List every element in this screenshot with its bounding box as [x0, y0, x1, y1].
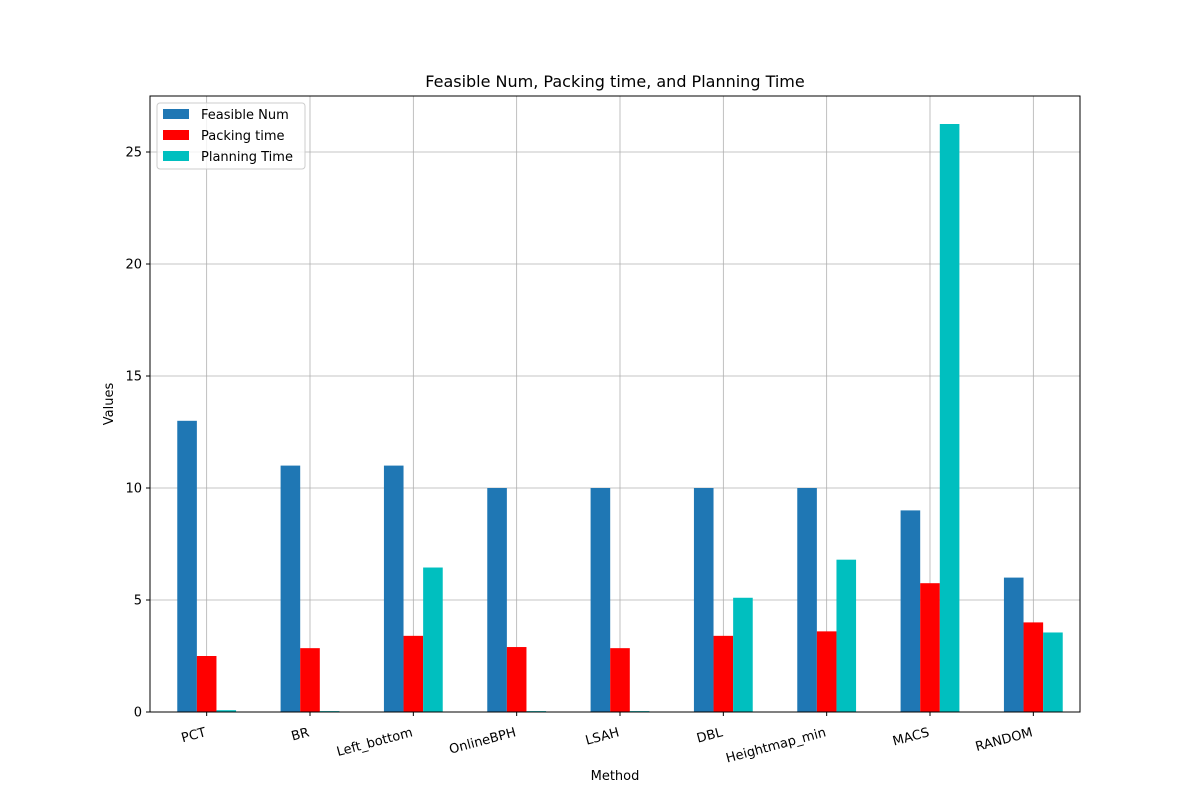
bar-feasible-num-left-bottom	[383, 465, 404, 712]
y-axis-ticks: 0 5 10 15 20 25	[125, 146, 150, 721]
bar-packing-time-left-bottom	[403, 635, 424, 712]
legend-label: Packing time	[201, 129, 285, 144]
bar-feasible-num-pct	[177, 420, 197, 712]
y-tick-label: 25	[125, 146, 142, 161]
bar-feasible-num-onlinebph	[487, 488, 507, 712]
bar-planning-time-pct	[216, 710, 237, 712]
x-tick-label: BR	[290, 725, 311, 744]
y-tick-label: 20	[125, 258, 142, 273]
bar-planning-time-random	[1043, 632, 1063, 712]
bar-packing-time-br	[300, 648, 320, 712]
legend-box	[156, 102, 306, 170]
bars	[177, 124, 1063, 712]
bar-packing-time-dbl	[713, 635, 734, 712]
x-axis-label: Method	[591, 769, 640, 784]
bar-planning-time-heightmap-min	[836, 559, 857, 712]
bar-feasible-num-br	[280, 465, 301, 712]
bar-packing-time-heightmap-min	[816, 631, 837, 712]
y-tick-label: 10	[125, 482, 142, 497]
x-tick-label: PCT	[180, 725, 208, 746]
chart-title: Feasible Num, Packing time, and Planning…	[425, 72, 804, 91]
y-tick-label: 15	[125, 370, 142, 385]
bar-packing-time-random	[1023, 622, 1044, 712]
y-axis-label: Values	[102, 383, 117, 426]
bar-packing-time-macs	[920, 583, 940, 712]
bar-planning-time-dbl	[733, 597, 753, 712]
bar-planning-time-macs	[939, 124, 960, 712]
legend-label: Feasible Num	[201, 108, 289, 123]
legend: Feasible Num Packing time Planning Time	[156, 102, 306, 170]
bar-feasible-num-dbl	[693, 488, 714, 712]
bar-packing-time-lsah	[610, 648, 630, 712]
bar-planning-time-left-bottom	[423, 567, 443, 712]
legend-label: Planning Time	[201, 150, 293, 165]
bar-packing-time-pct	[196, 656, 217, 712]
x-tick-label: DBL	[695, 725, 725, 746]
y-tick-label: 0	[134, 706, 142, 721]
y-tick-label: 5	[134, 594, 142, 609]
plot-frame	[149, 95, 1081, 713]
bar-packing-time-onlinebph	[506, 647, 527, 712]
legend-swatch	[163, 109, 189, 119]
bar-feasible-num-heightmap-min	[797, 488, 817, 712]
bar-feasible-num-macs	[900, 510, 921, 712]
legend-swatch	[163, 151, 189, 161]
bar-feasible-num-lsah	[590, 488, 611, 712]
grid-lines	[150, 96, 1080, 713]
legend-swatch	[163, 130, 189, 140]
bar-feasible-num-random	[1003, 577, 1024, 712]
